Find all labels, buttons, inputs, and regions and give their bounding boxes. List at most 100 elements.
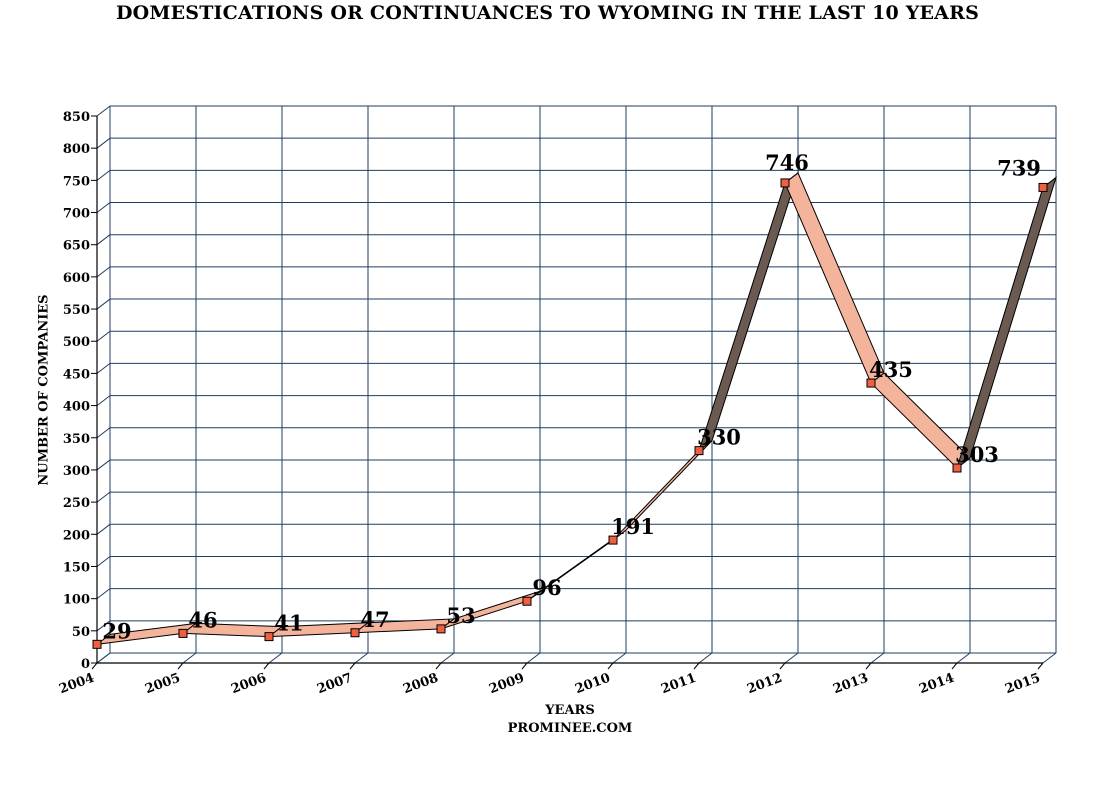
x-axis-label: YEARS	[545, 703, 595, 718]
x-tick-mark	[865, 662, 872, 670]
x-tick-mark	[435, 662, 442, 670]
data-label: 41	[274, 611, 303, 636]
data-label: 303	[955, 442, 999, 467]
y-tick-label: 750	[63, 174, 90, 189]
x-tick-label: 2007	[315, 671, 354, 697]
y-tick-label: 150	[63, 560, 90, 575]
data-point-marker	[780, 178, 790, 188]
grid-line-depth	[96, 556, 111, 567]
data-label: 29	[102, 618, 131, 643]
grid-line-depth	[96, 588, 111, 600]
data-point-marker	[436, 624, 446, 634]
grid-line-depth	[96, 234, 111, 246]
grid-line-depth	[96, 137, 111, 149]
x-tick-mark	[1037, 662, 1044, 670]
data-label: 746	[765, 150, 809, 175]
data-point-marker	[866, 378, 876, 388]
grid-line-depth	[96, 266, 111, 278]
y-tick-label: 50	[72, 625, 90, 640]
data-label: 96	[532, 575, 561, 600]
series-ribbon-segment	[698, 171, 799, 453]
source-label: PROMINEE.COM	[507, 721, 633, 736]
grid-line-floor	[870, 652, 885, 664]
grid-line-floor	[96, 652, 111, 664]
x-tick-mark	[779, 662, 786, 670]
grid-line-floor	[784, 652, 799, 664]
grid-line-floor	[182, 652, 197, 664]
data-label: 47	[360, 607, 389, 632]
grid-line-depth	[96, 298, 111, 310]
grid-line-depth	[96, 523, 111, 535]
x-tick-label: 2004	[57, 671, 96, 697]
grid-line-depth	[96, 202, 111, 213]
x-tick-label: 2009	[487, 671, 526, 697]
data-point-marker	[952, 463, 962, 473]
data-point-marker	[264, 632, 274, 642]
y-tick-label: 650	[63, 239, 90, 254]
x-tick-mark	[607, 662, 614, 670]
data-point-marker	[178, 628, 188, 638]
x-tick-mark	[263, 662, 270, 670]
grid-line-depth	[96, 330, 111, 342]
x-tick-mark	[521, 662, 528, 670]
x-tick-label: 2005	[143, 671, 182, 697]
grid-line-floor	[1042, 652, 1057, 664]
x-tick-label: 2015	[1003, 671, 1042, 697]
y-tick-label: 400	[63, 400, 90, 415]
x-tick-mark	[177, 662, 184, 670]
chart-title: DOMESTICATIONS OR CONTINUANCES TO WYOMIN…	[115, 2, 980, 24]
y-tick-label: 350	[63, 432, 90, 447]
y-tick-label: 600	[63, 271, 90, 286]
data-label: 330	[697, 425, 741, 450]
x-tick-label: 2011	[659, 671, 698, 697]
grid-line-depth	[96, 395, 111, 406]
x-tick-mark	[349, 662, 356, 670]
x-tick-label: 2012	[745, 671, 784, 697]
grid-line-depth	[96, 363, 111, 374]
grid-line-depth	[96, 459, 111, 471]
y-tick-label: 500	[63, 335, 90, 350]
y-tick-label: 100	[63, 593, 90, 608]
data-label: 191	[611, 514, 655, 539]
x-tick-mark	[951, 662, 958, 670]
x-tick-mark	[693, 662, 700, 670]
grid-line-depth	[96, 427, 111, 439]
grid-line-floor	[956, 652, 971, 664]
x-tick-label: 2013	[831, 671, 870, 697]
series-ribbon-segment	[956, 176, 1057, 470]
series-ribbon-segment	[784, 172, 885, 384]
y-tick-label: 800	[63, 142, 90, 157]
y-axis-label: NUMBER OF COMPANIES	[36, 294, 52, 486]
y-tick-label: 300	[63, 464, 90, 479]
data-label: 53	[446, 603, 475, 628]
x-tick-mark	[91, 662, 98, 670]
y-tick-label: 550	[63, 303, 90, 318]
data-point-marker	[92, 639, 102, 649]
y-tick-label: 850	[63, 110, 90, 125]
data-point-marker	[1038, 182, 1048, 192]
grid-line-floor	[268, 652, 283, 664]
grid-line-depth	[96, 169, 111, 181]
data-point-marker	[694, 446, 704, 456]
x-tick-label: 2010	[573, 671, 612, 697]
grid-line-floor	[612, 652, 627, 664]
grid-line-floor	[440, 652, 455, 664]
grid-line-floor	[354, 652, 369, 664]
data-point-marker	[608, 535, 618, 545]
grid-line-floor	[698, 652, 713, 664]
grid-line-depth	[96, 620, 111, 632]
grid-line-floor	[526, 652, 541, 664]
grid-line-depth	[96, 491, 111, 503]
y-tick-label: 0	[81, 657, 90, 672]
data-label: 435	[869, 357, 913, 382]
x-tick-label: 2008	[401, 671, 440, 697]
x-tick-label: 2006	[229, 671, 268, 697]
y-tick-label: 200	[63, 528, 90, 543]
y-tick-label: 450	[63, 367, 90, 382]
data-point-marker	[522, 596, 532, 606]
y-tick-label: 700	[63, 207, 90, 222]
data-label: 46	[188, 607, 217, 632]
data-label: 739	[997, 155, 1041, 180]
x-tick-label: 2014	[917, 671, 956, 697]
